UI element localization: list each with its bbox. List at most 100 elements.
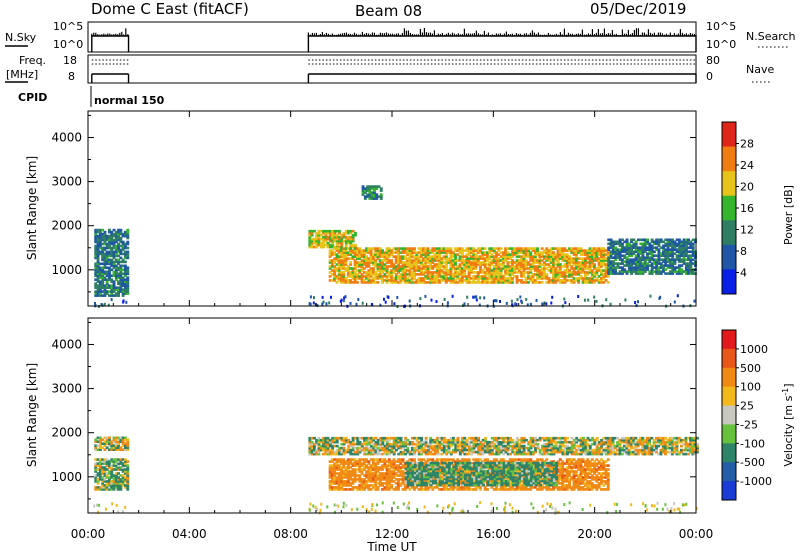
echo-cell [623,448,626,452]
echo-cell [370,195,374,198]
echo-cell [499,440,503,444]
echo-cell [392,255,396,258]
echo-cell [374,263,378,266]
echo-cell [406,438,410,442]
echo-cell [621,250,624,253]
echo-cell [632,252,636,255]
echo-cell [356,474,359,477]
echo-cell [513,442,517,446]
echo-cell [422,281,425,284]
echo-cell [112,240,116,244]
echo-cell [431,440,435,444]
echo-cell [630,264,633,267]
echo-cell [330,253,334,256]
echo-cell [427,448,430,452]
echo-cell [648,252,652,255]
echo-cell [108,262,111,266]
echo-cell [574,265,578,268]
echo-cell [614,270,618,273]
echo-cell [342,277,346,280]
echo-cell [353,470,357,473]
echo-cell [481,251,485,254]
echo-cell [467,271,471,274]
echo-cell [607,448,610,452]
echo-cell [479,249,482,252]
echo-cell [470,271,473,274]
echo-cell [616,452,620,456]
echo-cell [641,252,645,255]
echo-cell [110,288,114,291]
echo-cell [627,258,631,261]
echo-cell [597,279,601,282]
echo-cell [634,450,638,454]
echo-cell [609,446,613,450]
echo-cell [465,275,469,278]
echo-cell [411,452,414,456]
echo-cell [509,452,512,456]
echo-cell [121,282,125,285]
echo-cell [460,255,464,258]
echo-cell [342,488,346,491]
echo-cell [346,281,350,284]
echo-cell [117,268,120,272]
echo-cell [508,271,512,274]
echo-cell [586,436,590,440]
echo-cell [112,482,116,485]
echo-cell [538,261,542,264]
echo-cell [379,436,382,440]
echo-cell [529,275,533,278]
echo-cell [593,271,596,274]
echo-cell [103,256,107,260]
echo-cell [515,265,519,268]
echo-cell [401,442,405,446]
echo-cell [365,271,368,274]
echo-cell [119,264,123,268]
echo-cell [362,482,366,485]
echo-cell [413,273,416,276]
echo-cell [340,470,343,473]
echo-cell [549,247,553,250]
echo-cell [438,257,441,260]
echo-cell [579,265,583,268]
echo-cell [590,279,594,282]
echo-cell [614,262,618,265]
echo-cell [108,266,111,270]
echo-cell [460,267,464,270]
echo-cell [353,271,357,274]
echo-cell [643,440,647,444]
echo-cell [315,243,319,247]
echo-cell [574,259,578,262]
echo-cell [110,250,114,254]
echo-cell [110,246,114,250]
echo-cell [687,266,690,269]
echo-cell [381,271,384,274]
echo-cell [433,448,437,452]
echo-cell [595,269,599,272]
echo-cell [689,272,693,275]
echo-cell [590,265,594,268]
echo-cell [413,257,416,260]
echo-cell [543,436,547,440]
echo-cell [468,436,471,440]
echo-cell [604,275,608,278]
echo-cell [504,267,508,270]
echo-cell [673,448,677,452]
echo-cell [527,440,531,444]
echo-cell [406,261,410,264]
echo-cell [424,261,428,264]
echo-cell [392,265,396,268]
echo-cell [687,256,690,259]
echo-cell [670,438,674,442]
echo-cell [403,277,407,280]
echo-cell [413,436,417,440]
echo-cell [588,281,592,284]
echo-cell [424,247,428,250]
echo-cell [392,444,396,448]
echo-cell [94,274,98,278]
echo-cell [424,294,427,298]
echo-cell [508,267,512,270]
echo-cell [691,446,695,450]
echo-cell [349,450,353,454]
echo-cell [105,482,109,485]
echo-cell [522,267,526,270]
